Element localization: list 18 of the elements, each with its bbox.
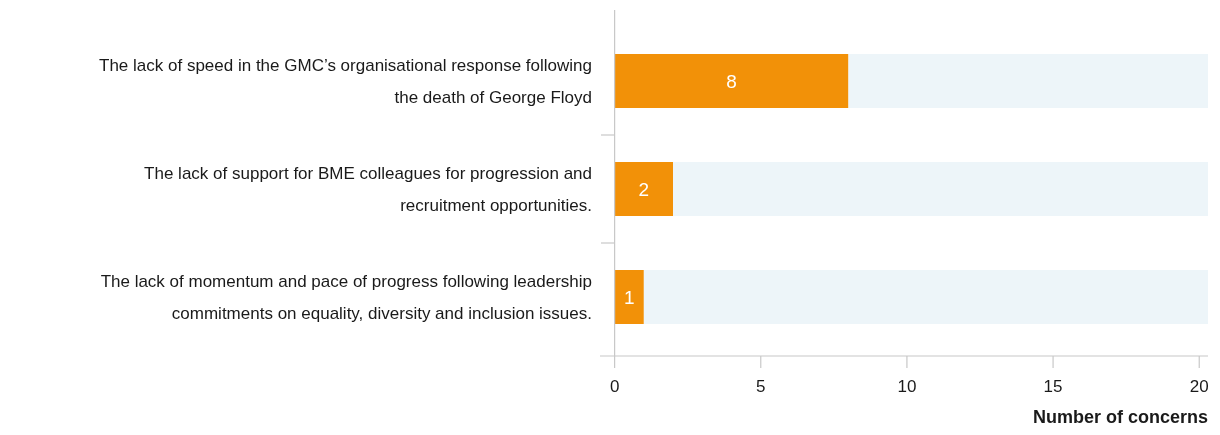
- y-tick-label: The lack of speed in the GMC’s organisational response following the death of George Floyd: [99, 55, 592, 107]
- data-label: 1: [623, 286, 635, 308]
- bar: [614, 54, 849, 108]
- x-tick-label: 10: [897, 376, 917, 396]
- y-tick-label: The lack of support for BME colleagues for progression and recruitment opportunities.: [144, 163, 592, 215]
- x-tick-label: 15: [1043, 376, 1063, 396]
- data-label: 2: [638, 178, 650, 200]
- x-tick-label: 5: [756, 376, 766, 396]
- data-label: 8: [726, 70, 737, 92]
- x-tick-label: 20: [1189, 376, 1209, 396]
- y-tick-label: The lack of momentum and pace of progress following leadership commitments on equality, diversity and inclusion issues.: [100, 271, 592, 323]
- bar: [673, 162, 1208, 216]
- bar: [848, 54, 1208, 108]
- bar: [614, 270, 644, 324]
- x-tick-label: 0: [609, 376, 620, 396]
- x-axis-title: Number of concerns: [1032, 407, 1208, 427]
- bar: [614, 162, 674, 216]
- bar: [643, 270, 1208, 324]
